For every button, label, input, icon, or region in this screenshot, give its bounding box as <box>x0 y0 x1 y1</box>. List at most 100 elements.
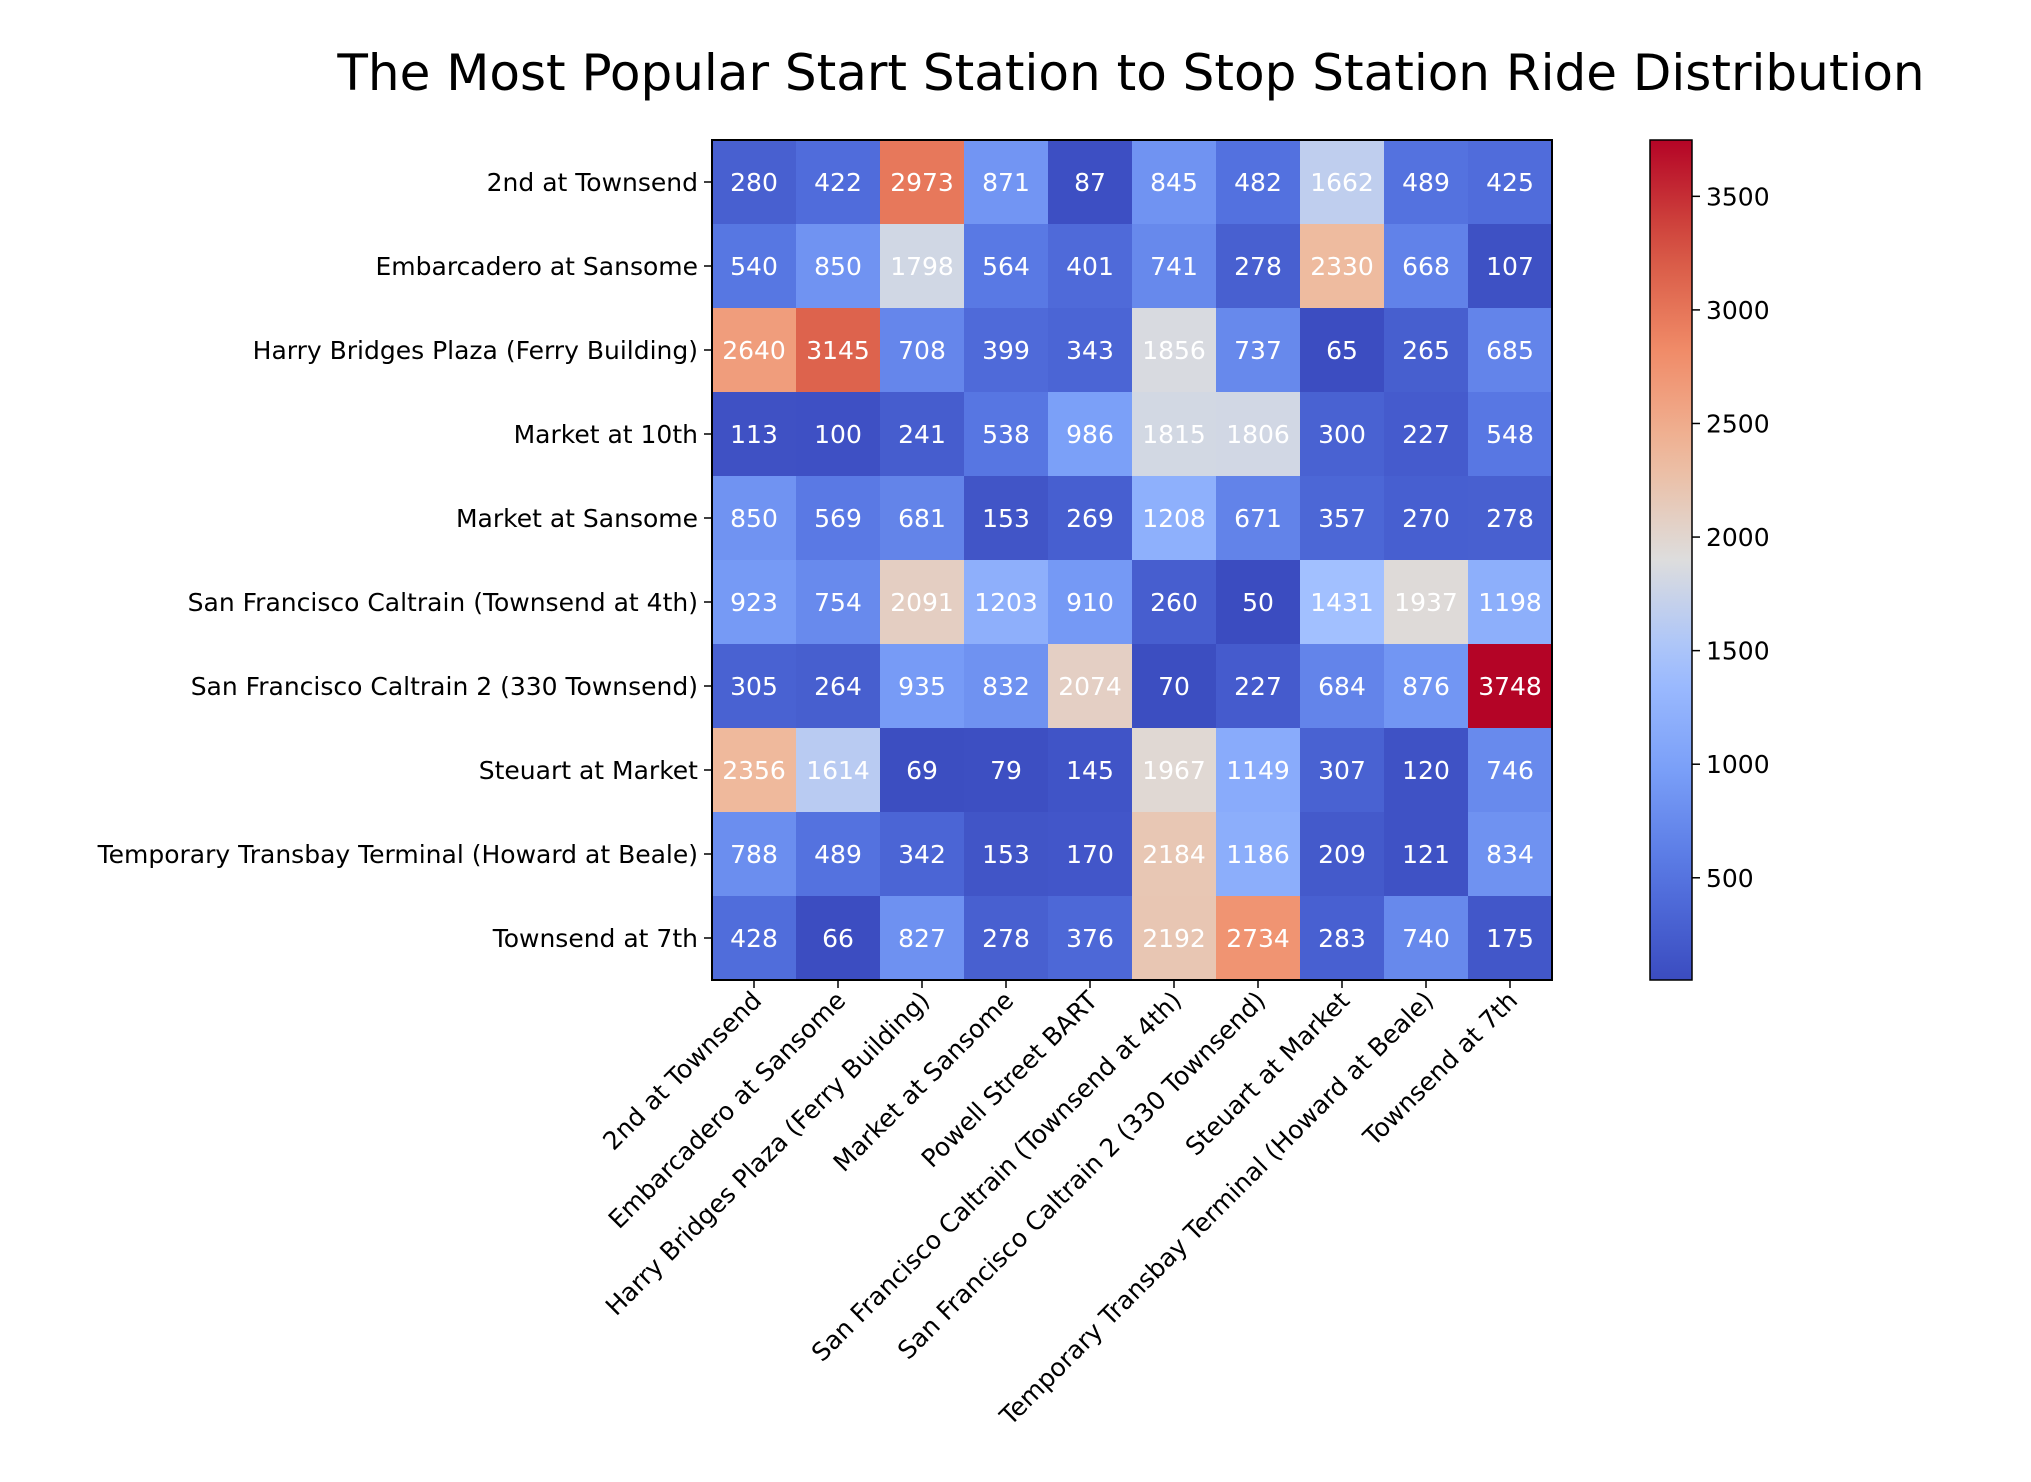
colorbar-tick-label: 500 <box>1706 864 1754 893</box>
cell-value-label: 540 <box>730 252 778 281</box>
y-tick-label: San Francisco Caltrain 2 (330 Townsend) <box>191 672 698 701</box>
chart-title: The Most Popular Start Station to Stop S… <box>336 44 1924 102</box>
cell-value-label: 153 <box>982 504 1030 533</box>
heatmap-cell <box>712 728 797 813</box>
heatmap-cell <box>796 812 881 897</box>
heatmap-cell <box>880 476 965 561</box>
cell-value-label: 2330 <box>1310 252 1374 281</box>
y-tick-label: Steuart at Market <box>479 756 698 785</box>
cell-value-label: 241 <box>898 420 946 449</box>
cell-value-label: 79 <box>990 756 1022 785</box>
cell-value-label: 910 <box>1066 588 1114 617</box>
cell-value-label: 827 <box>898 924 946 953</box>
cell-value-label: 923 <box>730 588 778 617</box>
heatmap-cell <box>880 392 965 477</box>
cell-value-label: 2734 <box>1226 924 1290 953</box>
cell-value-label: 100 <box>814 420 862 449</box>
cell-value-label: 107 <box>1486 252 1534 281</box>
x-tick-label: 2nd at Townsend <box>597 986 767 1156</box>
cell-value-label: 1937 <box>1394 588 1458 617</box>
heatmap-cell <box>880 644 965 729</box>
heatmap-cell <box>1384 812 1469 897</box>
plot-frame <box>711 139 1553 981</box>
heatmap-cell <box>1300 644 1385 729</box>
cell-value-label: 280 <box>730 168 778 197</box>
heatmap-cell <box>712 644 797 729</box>
y-tick-label: San Francisco Caltrain (Townsend at 4th) <box>188 588 698 617</box>
heatmap-cell <box>1132 140 1217 225</box>
heatmap-cell <box>1300 560 1385 645</box>
heatmap-cell <box>796 224 881 309</box>
heatmap-cell <box>880 812 965 897</box>
cell-value-label: 746 <box>1486 756 1534 785</box>
cell-value-label: 278 <box>1234 252 1282 281</box>
cell-value-label: 70 <box>1158 672 1190 701</box>
heatmap-cell <box>1048 476 1133 561</box>
cell-value-label: 69 <box>906 756 938 785</box>
heatmap-cell <box>796 728 881 813</box>
cell-value-label: 564 <box>982 252 1030 281</box>
y-tick-label: Market at Sansome <box>456 504 698 533</box>
heatmap-cell <box>964 224 1049 309</box>
cell-value-label: 1203 <box>974 588 1038 617</box>
cell-value-label: 668 <box>1402 252 1450 281</box>
heatmap-cell <box>1384 644 1469 729</box>
cell-value-label: 278 <box>1486 504 1534 533</box>
heatmap-cell <box>1132 644 1217 729</box>
cell-value-label: 2192 <box>1142 924 1206 953</box>
heatmap-cell <box>712 896 797 981</box>
heatmap-cell <box>880 140 965 225</box>
cell-value-label: 307 <box>1318 756 1366 785</box>
colorbar-tick-label: 2000 <box>1706 523 1770 552</box>
heatmap-cell <box>796 308 881 393</box>
heatmap-cell <box>964 392 1049 477</box>
cell-value-label: 2184 <box>1142 840 1206 869</box>
cell-value-label: 87 <box>1074 168 1106 197</box>
colorbar-tick-label: 1000 <box>1706 750 1770 779</box>
cell-value-label: 422 <box>814 168 862 197</box>
cell-value-label: 832 <box>982 672 1030 701</box>
heatmap-cell <box>1468 812 1553 897</box>
cell-value-label: 1806 <box>1226 420 1290 449</box>
colorbar-tick-label: 2500 <box>1706 409 1770 438</box>
cell-value-label: 175 <box>1486 924 1534 953</box>
heatmap-cell <box>712 224 797 309</box>
y-tick-label: Townsend at 7th <box>492 924 698 953</box>
heatmap-cell <box>1300 308 1385 393</box>
cell-value-label: 265 <box>1402 336 1450 365</box>
cell-value-label: 399 <box>982 336 1030 365</box>
cell-value-label: 741 <box>1150 252 1198 281</box>
cell-value-label: 270 <box>1402 504 1450 533</box>
heatmap-cell <box>1048 728 1133 813</box>
heatmap-cell <box>1048 224 1133 309</box>
heatmap-cell <box>1468 728 1553 813</box>
cell-value-label: 850 <box>730 504 778 533</box>
heatmap-cell <box>1384 728 1469 813</box>
y-tick-label: 2nd at Townsend <box>487 168 698 197</box>
cell-value-label: 740 <box>1402 924 1450 953</box>
cell-value-label: 1967 <box>1142 756 1206 785</box>
cell-value-label: 357 <box>1318 504 1366 533</box>
cell-value-label: 65 <box>1326 336 1358 365</box>
cell-value-label: 2074 <box>1058 672 1122 701</box>
heatmap-cell <box>1300 140 1385 225</box>
heatmap-cell <box>1216 728 1301 813</box>
heatmap-cell <box>964 812 1049 897</box>
cell-value-label: 121 <box>1402 840 1450 869</box>
heatmap-cell <box>1132 896 1217 981</box>
heatmap-cell <box>880 224 965 309</box>
heatmap-cell <box>1384 896 1469 981</box>
heatmap-cell <box>1300 392 1385 477</box>
y-tick-label: Harry Bridges Plaza (Ferry Building) <box>253 336 698 365</box>
cell-value-label: 1662 <box>1310 168 1374 197</box>
heatmap-cell <box>1468 224 1553 309</box>
heatmap-cell <box>796 140 881 225</box>
heatmap-cell <box>1216 644 1301 729</box>
cell-value-label: 376 <box>1066 924 1114 953</box>
cell-value-label: 681 <box>898 504 946 533</box>
cell-value-label: 845 <box>1150 168 1198 197</box>
heatmap-cell <box>796 896 881 981</box>
cell-value-label: 850 <box>814 252 862 281</box>
heatmap-cell <box>1468 560 1553 645</box>
